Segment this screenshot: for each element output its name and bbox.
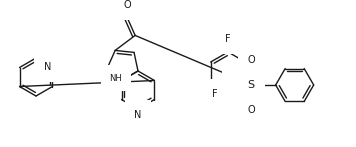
Text: N: N: [232, 80, 239, 90]
Text: F: F: [213, 89, 218, 99]
Text: N: N: [134, 110, 142, 120]
Text: N: N: [44, 62, 52, 72]
Text: O: O: [248, 105, 256, 115]
Text: O: O: [248, 55, 256, 65]
Text: NH: NH: [109, 74, 122, 83]
Text: O: O: [123, 0, 131, 10]
Text: H: H: [238, 83, 244, 92]
Text: S: S: [247, 80, 254, 90]
Text: F: F: [225, 34, 231, 44]
